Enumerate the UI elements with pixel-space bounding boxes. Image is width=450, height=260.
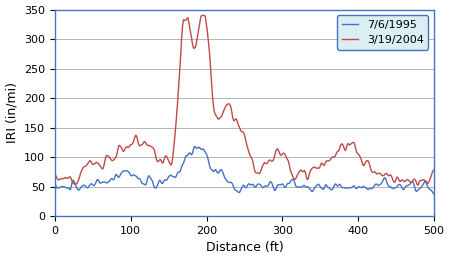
7/6/1995 <box>192 145 198 148</box>
Line: 7/6/1995: 7/6/1995 <box>55 146 434 194</box>
3/19/2004 <box>52 173 58 176</box>
7/6/1995 <box>258 184 264 187</box>
3/19/2004 <box>364 160 369 163</box>
7/6/1995 <box>279 183 284 186</box>
3/19/2004 <box>258 170 264 173</box>
Legend: 7/6/1995, 3/19/2004: 7/6/1995, 3/19/2004 <box>337 15 428 50</box>
7/6/1995 <box>423 180 428 183</box>
3/19/2004 <box>199 14 204 17</box>
7/6/1995 <box>233 189 238 192</box>
7/6/1995 <box>431 193 436 196</box>
7/6/1995 <box>52 182 58 185</box>
3/19/2004 <box>233 117 238 120</box>
X-axis label: Distance (ft): Distance (ft) <box>206 242 284 255</box>
3/19/2004 <box>279 154 284 157</box>
7/6/1995 <box>235 190 241 193</box>
3/19/2004 <box>423 180 429 183</box>
Line: 3/19/2004: 3/19/2004 <box>55 15 434 185</box>
3/19/2004 <box>431 168 436 172</box>
3/19/2004 <box>235 122 241 126</box>
3/19/2004 <box>415 184 421 187</box>
7/6/1995 <box>364 187 369 190</box>
Y-axis label: IRI (in/mi): IRI (in/mi) <box>5 82 18 143</box>
